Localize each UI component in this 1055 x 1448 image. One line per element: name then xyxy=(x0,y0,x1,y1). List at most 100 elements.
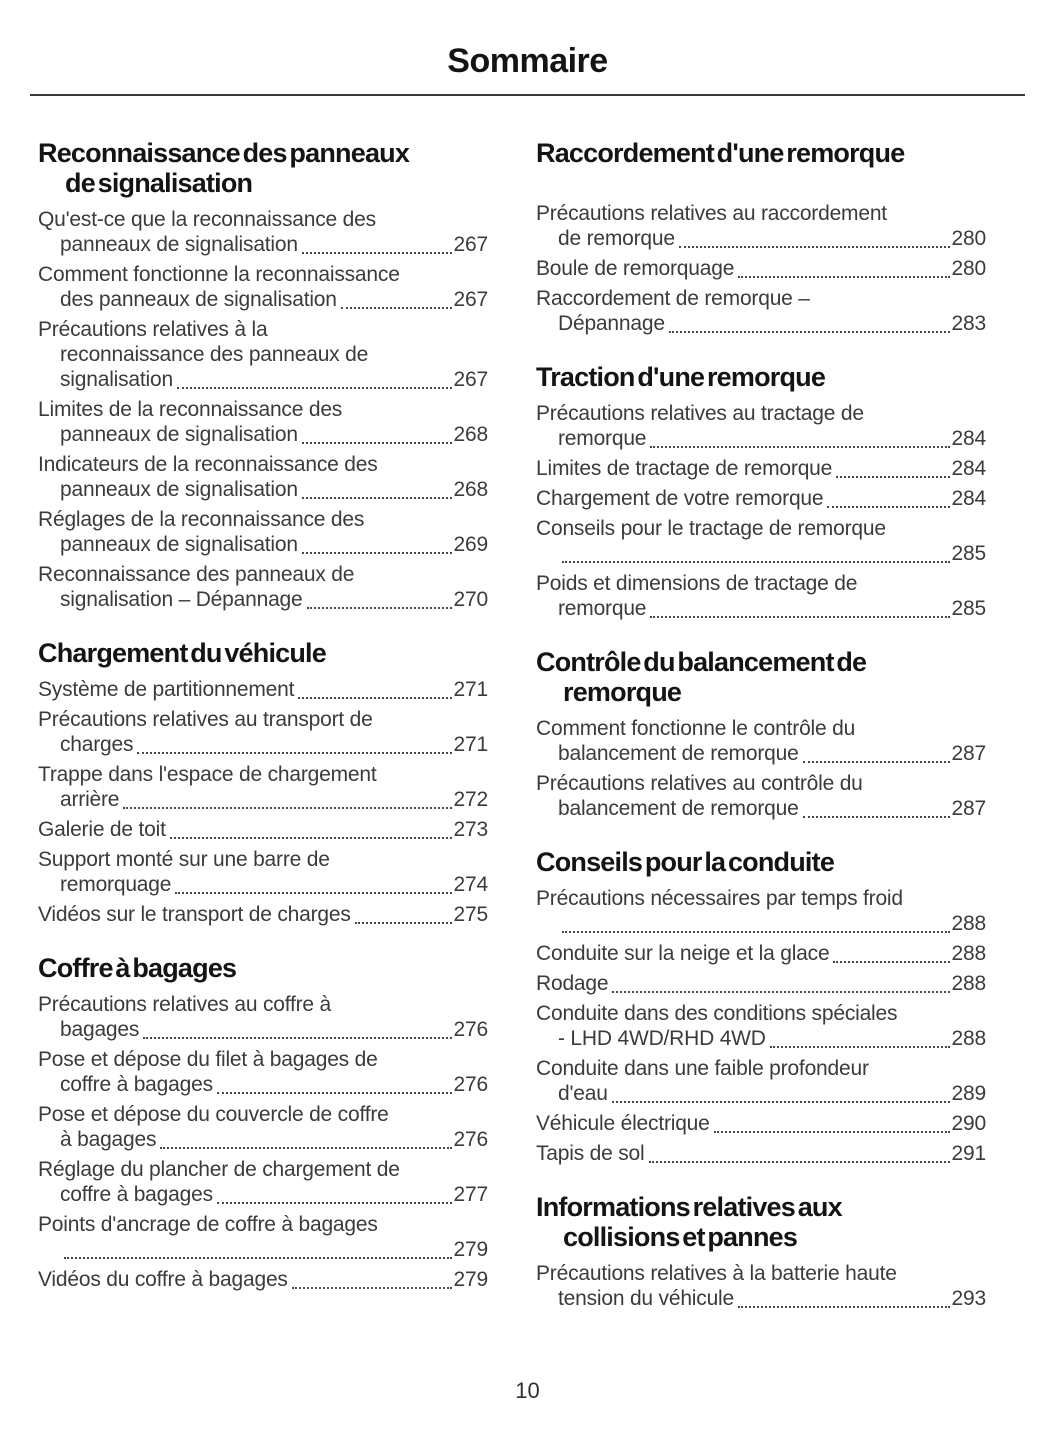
dot-leader xyxy=(562,931,950,933)
entry-text: Rodage xyxy=(536,972,609,995)
toc-entry[interactable]: Précautions relatives au tractage de remo… xyxy=(536,401,986,451)
toc-entry[interactable]: Boule de remorquage 280 xyxy=(536,256,986,281)
toc-entry[interactable]: Limites de tractage de remorque 284 xyxy=(536,456,986,481)
toc-entry[interactable]: Support monté sur une barre de remorquage… xyxy=(38,847,488,897)
dot-leader xyxy=(713,1131,950,1133)
toc-entry[interactable]: Conduite dans une faible profondeur d'eau… xyxy=(536,1056,986,1106)
toc-entry[interactable]: Galerie de toit 273 xyxy=(38,817,488,842)
entry-line: Système de partitionnement 271 xyxy=(38,677,488,702)
entry-text: Chargement de votre remorque xyxy=(536,487,824,510)
entry-line: panneaux de signalisation 268 xyxy=(38,477,488,502)
entry-line: Limites de la reconnaissance des xyxy=(38,398,343,421)
section-heading: Traction d'une remorque xyxy=(536,362,986,392)
entry-line: Conduite dans une faible profondeur xyxy=(536,1057,869,1080)
toc-entry[interactable]: Raccordement de remorque – Dépannage 283 xyxy=(536,286,986,336)
title-divider xyxy=(30,94,1025,96)
toc-entry[interactable]: Vidéos du coffre à bagages 279 xyxy=(38,1267,488,1292)
section-heading: Coffre à bagages xyxy=(38,953,488,983)
entry-line: Réglages de la reconnaissance des xyxy=(38,508,365,531)
toc-entry[interactable]: Précautions relatives au raccordement de … xyxy=(536,201,986,251)
section-heading-line: Informations relatives aux xyxy=(536,1192,843,1222)
toc-entry[interactable]: Précautions nécessaires par temps froid 2… xyxy=(536,886,986,936)
dot-leader xyxy=(612,991,950,993)
dot-leader xyxy=(143,1037,452,1039)
entry-page-number: 284 xyxy=(951,427,987,450)
toc-entry[interactable]: Limites de la reconnaissance des panneaux… xyxy=(38,397,488,447)
entry-page-number: 287 xyxy=(951,742,987,765)
entry-text: Galerie de toit xyxy=(38,818,166,841)
entry-text: panneaux de signalisation xyxy=(60,478,298,501)
entry-text: coffre à bagages xyxy=(60,1183,213,1206)
toc-entry[interactable]: Précautions relatives à la reconnaissance… xyxy=(38,317,488,392)
dot-leader xyxy=(175,892,452,894)
toc-entry[interactable]: Points d'ancrage de coffre à bagages 279 xyxy=(38,1212,488,1262)
entry-page-number: 288 xyxy=(951,912,987,935)
toc-entry[interactable]: Trappe dans l'espace de chargement arrièr… xyxy=(38,762,488,812)
entry-page-number: 276 xyxy=(453,1128,489,1151)
entry-text: de remorque xyxy=(558,227,675,250)
entry-line: Support monté sur une barre de xyxy=(38,848,330,871)
entry-text: remorque xyxy=(558,427,647,450)
entry-line: bagages 276 xyxy=(38,1017,488,1042)
toc-entry[interactable]: Système de partitionnement 271 xyxy=(38,677,488,702)
toc-entry[interactable]: Comment fonctionne la reconnaissance des … xyxy=(38,262,488,312)
entry-line: coffre à bagages 276 xyxy=(38,1072,488,1097)
toc-entry[interactable]: Véhicule électrique 290 xyxy=(536,1111,986,1136)
toc-entry[interactable]: Réglage du plancher de chargement de coff… xyxy=(38,1157,488,1207)
toc-section: Coffre à bagages Précautions relatives au… xyxy=(38,953,488,1292)
entry-line: signalisation – Dépannage 270 xyxy=(38,587,488,612)
entry-text: à bagages xyxy=(60,1128,157,1151)
entry-line: Précautions relatives au contrôle du xyxy=(536,772,863,795)
entry-line: signalisation 267 xyxy=(38,367,488,392)
page-number: 10 xyxy=(515,1378,540,1403)
toc-entry[interactable]: Reconnaissance des panneaux de signalisat… xyxy=(38,562,488,612)
toc-entry[interactable]: Qu'est-ce que la reconnaissance des panne… xyxy=(38,207,488,257)
toc-entry[interactable]: Pose et dépose du filet à bagages de coff… xyxy=(38,1047,488,1097)
toc-entry[interactable]: Conduite dans des conditions spéciales - … xyxy=(536,1001,986,1051)
dot-leader xyxy=(123,807,452,809)
entry-page-number: 276 xyxy=(453,1073,489,1096)
toc-entry[interactable]: Tapis de sol 291 xyxy=(536,1141,986,1166)
entry-page-number: 288 xyxy=(951,942,987,965)
entry-page-number: 285 xyxy=(951,597,987,620)
toc-entry[interactable]: Précautions relatives au transport de cha… xyxy=(38,707,488,757)
entry-text: balancement de remorque xyxy=(558,797,799,820)
dot-leader xyxy=(650,616,950,618)
toc-columns: Reconnaissance des panneaux de signalisat… xyxy=(0,96,1055,1337)
entry-line: Précautions relatives à la xyxy=(38,318,268,341)
entry-line: Véhicule électrique 290 xyxy=(536,1111,986,1136)
dot-leader xyxy=(836,476,950,478)
dot-leader xyxy=(301,442,452,444)
entry-line: Comment fonctionne la reconnaissance xyxy=(38,263,400,286)
entry-page-number: 267 xyxy=(453,233,489,256)
toc-entry[interactable]: Chargement de votre remorque 284 xyxy=(536,486,986,511)
entry-line: Tapis de sol 291 xyxy=(536,1141,986,1166)
toc-entry[interactable]: Pose et dépose du couvercle de coffre à b… xyxy=(38,1102,488,1152)
toc-entry[interactable]: Conduite sur la neige et la glace 288 xyxy=(536,941,986,966)
toc-entry[interactable]: Poids et dimensions de tractage de remorq… xyxy=(536,571,986,621)
dot-leader xyxy=(769,1046,950,1048)
toc-entry[interactable]: Rodage 288 xyxy=(536,971,986,996)
toc-entry[interactable]: Réglages de la reconnaissance des panneau… xyxy=(38,507,488,557)
toc-entry[interactable]: Indicateurs de la reconnaissance des pann… xyxy=(38,452,488,502)
toc-entry[interactable]: Conseils pour le tractage de remorque 285 xyxy=(536,516,986,566)
entry-text: remorquage xyxy=(60,873,172,896)
entry-text: Conduite sur la neige et la glace xyxy=(536,942,830,965)
entry-line: 279 xyxy=(38,1237,488,1262)
section-heading-line: Chargement du véhicule xyxy=(38,638,327,668)
entry-line: panneaux de signalisation 267 xyxy=(38,232,488,257)
toc-entry[interactable]: Précautions relatives au contrôle du bala… xyxy=(536,771,986,821)
toc-entry[interactable]: Comment fonctionne le contrôle du balance… xyxy=(536,716,986,766)
entry-page-number: 271 xyxy=(453,678,489,701)
toc-entry[interactable]: Précautions relatives à la batterie haut… xyxy=(536,1261,986,1311)
toc-entry[interactable]: Précautions relatives au coffre à bagages… xyxy=(38,992,488,1042)
entry-text: panneaux de signalisation xyxy=(60,423,298,446)
entry-text: Vidéos du coffre à bagages xyxy=(38,1268,288,1291)
entry-page-number: 288 xyxy=(951,1027,987,1050)
entry-page-number: 275 xyxy=(453,903,489,926)
toc-entry[interactable]: Vidéos sur le transport de charges 275 xyxy=(38,902,488,927)
entry-text: Système de partitionnement xyxy=(38,678,295,701)
toc-section: Contrôle du balancement de remorque Commen… xyxy=(536,647,986,821)
entry-page-number: 293 xyxy=(951,1287,987,1310)
